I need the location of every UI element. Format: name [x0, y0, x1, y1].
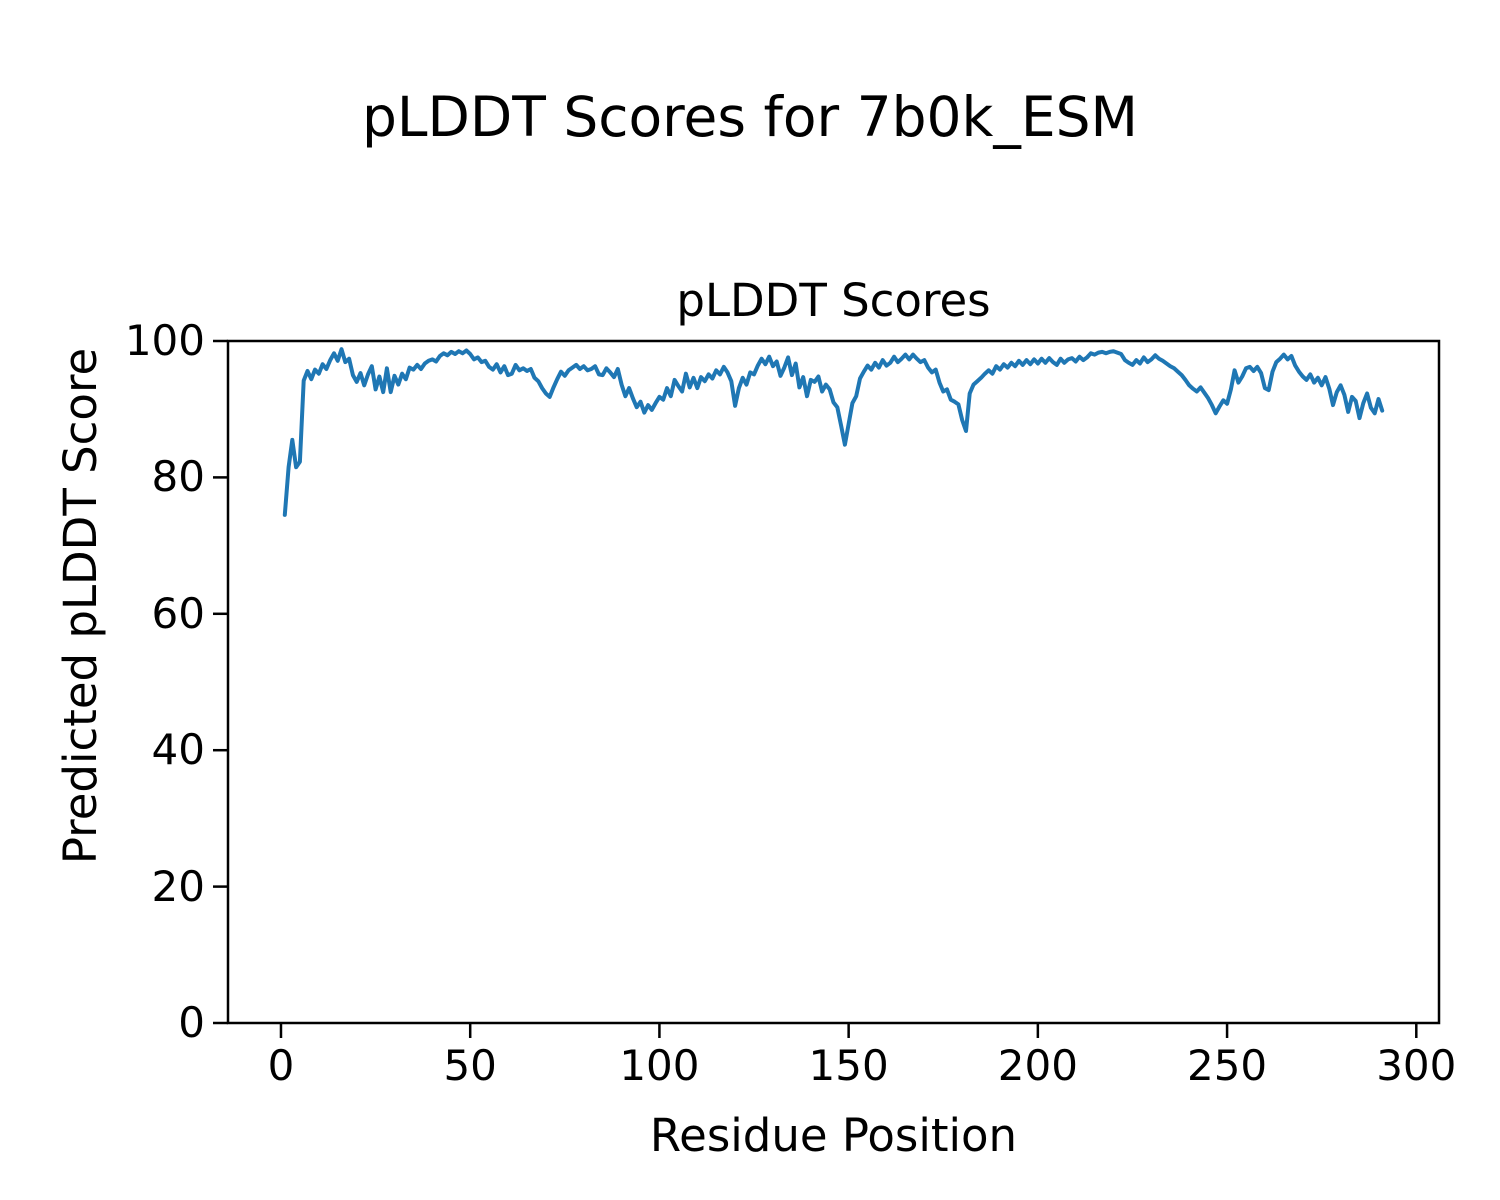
x-tick-label: 100 [619, 1041, 700, 1090]
y-tick-label: 40 [151, 725, 205, 775]
x-tick-label: 200 [997, 1041, 1078, 1090]
x-tick-label: 300 [1376, 1041, 1457, 1090]
x-tick-label: 0 [267, 1041, 295, 1090]
y-tick-label: 60 [151, 588, 205, 638]
x-tick-label: 250 [1186, 1041, 1268, 1090]
plot-frame [226, 339, 1441, 1025]
plddt-line [282, 347, 1385, 517]
y-tick-label: 80 [151, 452, 205, 502]
x-tick-label: 150 [808, 1041, 889, 1090]
y-tick-label: 100 [124, 316, 205, 365]
y-tick-label: 20 [151, 861, 205, 911]
x-tick-label: 50 [443, 1041, 497, 1090]
y-tick-label: 0 [178, 998, 205, 1047]
